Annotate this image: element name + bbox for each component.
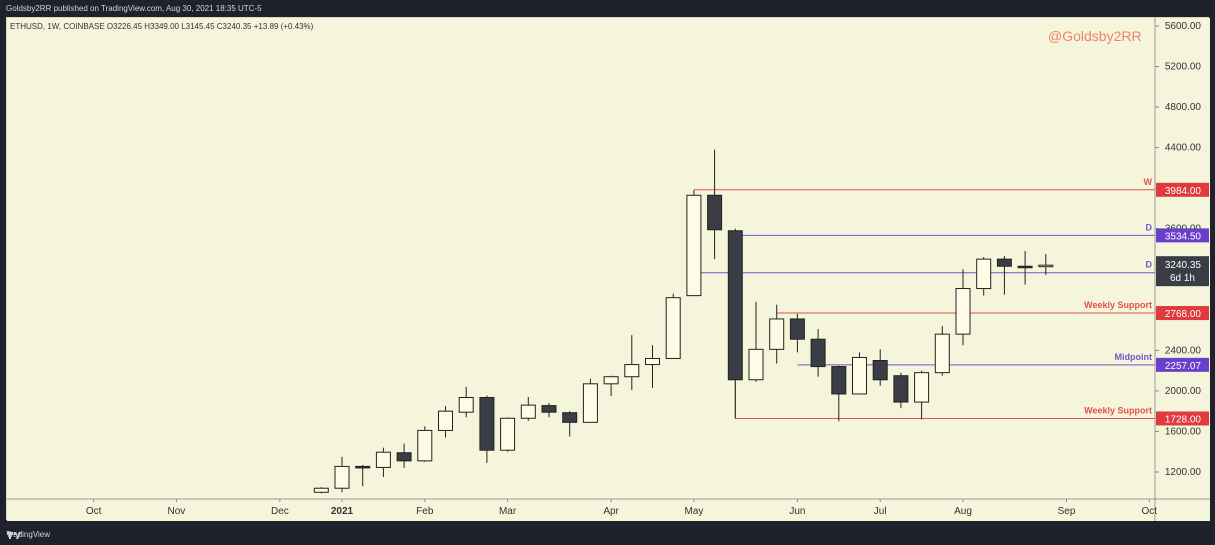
candle-body[interactable] [500, 417, 516, 451]
candle-body[interactable] [520, 404, 536, 419]
candle-body[interactable] [996, 258, 1012, 267]
footer-brand-label: TradingView [6, 530, 51, 539]
level-price-label: 3534.50 [1165, 231, 1202, 242]
tradingview-logo[interactable]: TradingView [6, 525, 50, 545]
price-tick-label: 4800.00 [1165, 102, 1202, 113]
candle-body[interactable] [665, 297, 681, 359]
candle-body[interactable] [789, 318, 805, 340]
candle-body[interactable] [438, 410, 453, 431]
level-tag: Weekly Support [1084, 405, 1152, 415]
price-tick-label: 2400.00 [1165, 345, 1202, 356]
current-price-label-bg [1156, 256, 1209, 287]
publish-header: Goldsby2RR published on TradingView.com,… [0, 0, 1215, 17]
candle-body[interactable] [375, 451, 391, 468]
level-price-label-bg [1156, 182, 1209, 197]
time-tick-label: Oct [86, 506, 102, 517]
candle-body[interactable] [603, 376, 619, 385]
candle-body[interactable] [1017, 265, 1033, 269]
candle-body[interactable] [893, 375, 909, 403]
level-tag: W [1144, 177, 1153, 187]
level-price-label-bg [1156, 306, 1209, 321]
symbol-ohlc-info: ETHUSD, 1W, COINBASE O3226.45 H3349.00 L… [10, 22, 314, 31]
candle-body[interactable] [707, 194, 723, 231]
level-tag: D [1146, 222, 1153, 232]
level-tag: Weekly Support [1084, 300, 1152, 310]
candle-body[interactable] [624, 364, 640, 378]
level-price-label: 2768.00 [1165, 309, 1202, 320]
plot-background [7, 18, 1210, 521]
candle-body[interactable] [562, 412, 578, 423]
level-price-label: 1728.00 [1165, 414, 1202, 425]
candle-body[interactable] [727, 230, 743, 381]
candle-body[interactable] [852, 356, 867, 395]
candle-body[interactable] [334, 465, 350, 489]
candle-body[interactable] [313, 487, 329, 493]
time-tick-label: Dec [271, 506, 289, 517]
candlestick-chart[interactable]: 1200.001600.002000.002400.002800.003200.… [7, 18, 1210, 521]
price-tick-label: 1600.00 [1165, 426, 1202, 437]
candle-body[interactable] [914, 372, 930, 403]
candle-body[interactable] [582, 383, 598, 423]
candle-body[interactable] [479, 396, 495, 451]
candle-body[interactable] [541, 405, 557, 413]
candle-body[interactable] [458, 396, 474, 413]
level-price-label: 3984.00 [1165, 186, 1202, 197]
time-tick-label: Apr [603, 506, 619, 517]
time-tick-label: Jun [789, 506, 805, 517]
time-tick-label: 2021 [331, 506, 354, 517]
candle-body[interactable] [934, 333, 950, 374]
price-tick-label: 5200.00 [1165, 62, 1202, 73]
candle-body[interactable] [1038, 264, 1054, 268]
current-price-label: 3240.35 [1165, 260, 1202, 271]
price-tick-label: 4400.00 [1165, 143, 1202, 154]
time-tick-label: May [684, 506, 703, 517]
candle-body[interactable] [748, 348, 764, 381]
candle-body[interactable] [769, 318, 785, 350]
candle-body[interactable] [831, 366, 847, 395]
price-tick-label: 2000.00 [1165, 386, 1202, 397]
level-price-label-bg [1156, 411, 1209, 426]
candle-body[interactable] [417, 429, 433, 462]
time-tick-label: Aug [954, 506, 972, 517]
level-price-label-bg [1156, 357, 1209, 372]
time-tick-label: Oct [1142, 506, 1158, 517]
price-tick-label: 5600.00 [1165, 21, 1202, 32]
candle-body[interactable] [955, 288, 971, 335]
level-price-label: 2257.07 [1165, 361, 1202, 372]
candle-body[interactable] [810, 338, 826, 368]
candle-body[interactable] [645, 357, 660, 366]
author-watermark: @Goldsby2RR [1048, 28, 1142, 44]
candle-body[interactable] [976, 258, 992, 290]
time-tick-label: Feb [416, 506, 434, 517]
level-price-label-bg [1156, 228, 1209, 243]
time-tick-label: Sep [1058, 506, 1076, 517]
bar-countdown-label: 6d 1h [1170, 273, 1195, 284]
chart-area[interactable]: 1200.001600.002000.002400.002800.003200.… [6, 17, 1210, 521]
level-tag: D [1146, 260, 1153, 270]
candle-body[interactable] [872, 360, 888, 381]
candle-body[interactable] [686, 194, 702, 297]
time-tick-label: Nov [168, 506, 186, 517]
time-tick-label: Jul [874, 506, 887, 517]
tradingview-icon [7, 532, 21, 539]
price-tick-label: 1200.00 [1165, 467, 1202, 478]
candle-body[interactable] [396, 452, 412, 462]
level-tag: Midpoint [1115, 352, 1153, 362]
footer-bar: TradingView [0, 525, 1215, 545]
candle-body[interactable] [355, 465, 371, 469]
time-tick-label: Mar [499, 506, 517, 517]
